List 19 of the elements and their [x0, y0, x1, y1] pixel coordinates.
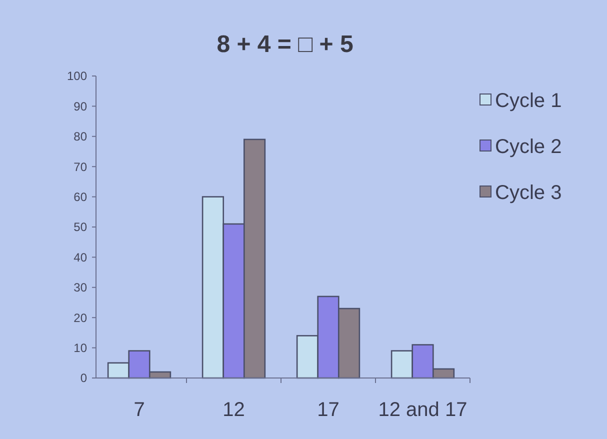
x-tick-label: 17	[317, 399, 340, 421]
y-tick-label: 80	[74, 130, 88, 144]
y-tick-label: 90	[74, 99, 88, 114]
y-tick-label: 20	[74, 310, 88, 325]
chart-title: 8 + 4 = □ + 5	[216, 31, 354, 58]
legend-label: Cycle 1	[495, 90, 562, 112]
y-tick-label: 100	[66, 69, 88, 84]
y-tick-label: 0	[80, 371, 88, 386]
x-tick-label: 12	[222, 399, 245, 421]
y-tick-label: 50	[74, 220, 88, 234]
y-tick-label: 10	[74, 341, 88, 355]
x-tick-label: 7	[134, 399, 145, 421]
x-tick-label: 12 and 17	[378, 399, 468, 421]
y-tick-label: 30	[74, 280, 88, 295]
y-tick-label: 40	[74, 250, 88, 264]
legend-label: Cycle 2	[495, 136, 562, 158]
legend-label: Cycle 3	[495, 182, 562, 204]
y-tick-label: 70	[74, 160, 88, 174]
y-tick-label: 60	[74, 190, 88, 204]
